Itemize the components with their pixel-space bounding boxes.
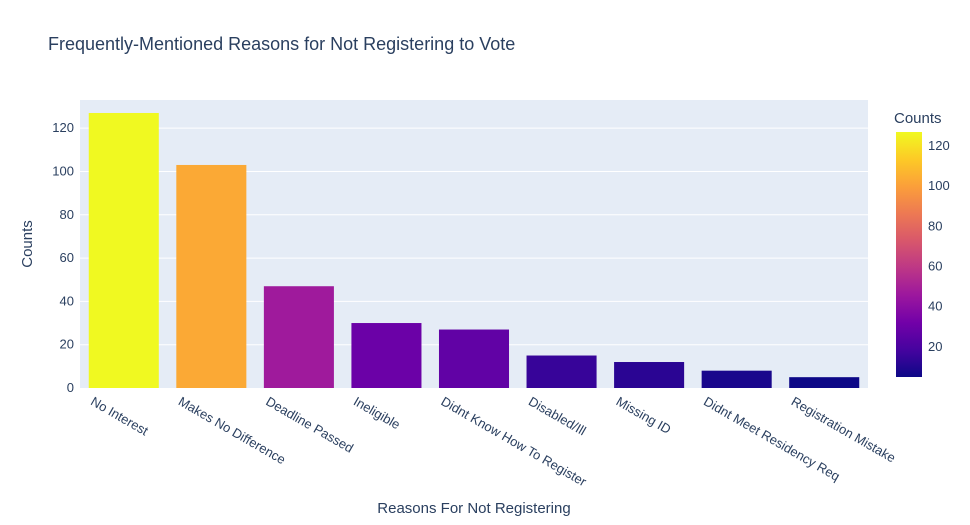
bar xyxy=(614,362,685,388)
y-tick-label: 20 xyxy=(60,337,74,352)
y-axis-ticks: 0 20 40 60 80 100 120 xyxy=(52,120,74,395)
bar xyxy=(526,355,597,388)
y-tick-label: 120 xyxy=(52,120,74,135)
bar xyxy=(176,164,247,388)
colorbar-tick-label: 80 xyxy=(928,218,942,233)
x-tick-label: Ineligible xyxy=(351,394,403,433)
colorbar-tick-label: 120 xyxy=(928,138,950,153)
x-tick-label: Didnt Know How To Register xyxy=(439,394,590,490)
colorbar-title: Counts xyxy=(894,110,942,127)
bar xyxy=(88,112,159,388)
colorbar xyxy=(896,132,922,377)
y-tick-label: 40 xyxy=(60,293,74,308)
chart-title: Frequently-Mentioned Reasons for Not Reg… xyxy=(48,34,515,54)
y-axis-title: Counts xyxy=(19,220,36,268)
x-tick-label: No Interest xyxy=(88,394,151,439)
y-tick-label: 80 xyxy=(60,207,74,222)
colorbar-tick-label: 100 xyxy=(928,178,950,193)
x-tick-label: Missing ID xyxy=(614,394,674,437)
bar xyxy=(438,329,510,388)
bar xyxy=(789,377,860,388)
bar xyxy=(351,323,422,388)
bar xyxy=(701,370,772,388)
colorbar-ticks: 20 40 60 80 100 120 xyxy=(928,138,950,354)
colorbar-tick-label: 40 xyxy=(928,299,942,314)
x-axis-title: Reasons For Not Registering xyxy=(377,500,570,517)
y-tick-label: 0 xyxy=(67,380,74,395)
y-tick-label: 100 xyxy=(52,163,74,178)
x-tick-label: Disabled/Ill xyxy=(526,394,589,439)
colorbar-tick-label: 60 xyxy=(928,259,942,274)
colorbar-tick-label: 20 xyxy=(928,339,942,354)
y-tick-label: 60 xyxy=(60,250,74,265)
bars xyxy=(88,112,860,388)
x-tick-label: Deadline Passed xyxy=(263,394,356,456)
bar xyxy=(263,286,334,388)
